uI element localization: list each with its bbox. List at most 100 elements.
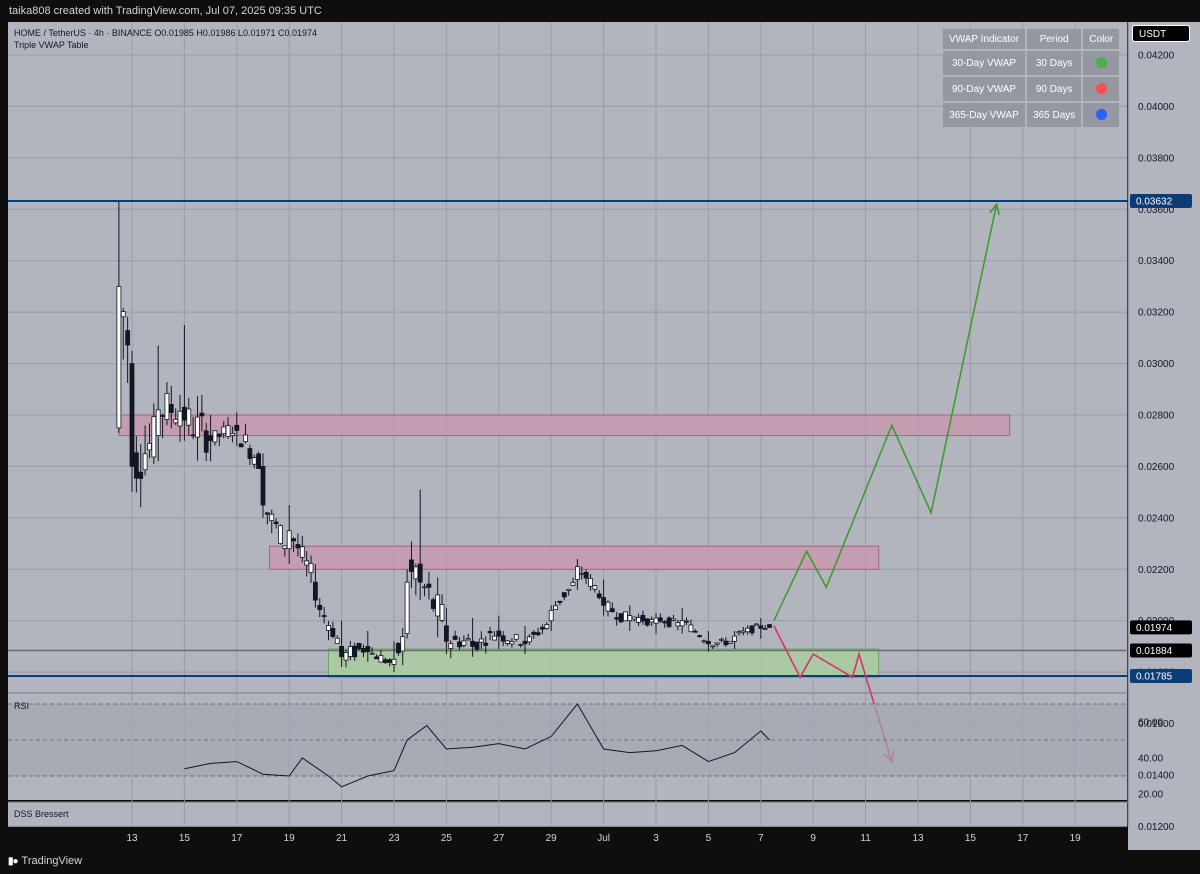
candle[interactable] [719, 637, 724, 643]
candle[interactable] [522, 625, 528, 655]
candle[interactable] [339, 620, 345, 667]
candle[interactable] [291, 537, 296, 553]
candle[interactable] [142, 425, 148, 476]
candle[interactable] [513, 633, 519, 642]
currency-selector[interactable]: USDT [1132, 25, 1190, 42]
candle[interactable] [120, 307, 126, 360]
candle[interactable] [487, 626, 493, 641]
candle[interactable] [500, 631, 506, 647]
candle[interactable] [767, 624, 772, 629]
candle[interactable] [706, 630, 711, 652]
candle[interactable] [596, 589, 602, 600]
candle[interactable] [692, 629, 698, 633]
candle[interactable] [133, 436, 139, 493]
candle[interactable] [609, 602, 615, 613]
candle[interactable] [492, 631, 497, 641]
bear-projection-path[interactable] [773, 625, 893, 763]
candle[interactable] [269, 509, 275, 534]
candle[interactable] [714, 642, 720, 647]
candle[interactable] [334, 635, 340, 644]
candle[interactable] [474, 641, 480, 652]
candle[interactable] [758, 618, 764, 639]
candle[interactable] [566, 588, 572, 596]
candle[interactable] [640, 610, 646, 625]
candle[interactable] [199, 394, 205, 432]
candle[interactable] [461, 635, 467, 648]
candle[interactable] [247, 444, 253, 466]
candle[interactable] [400, 628, 406, 666]
candle[interactable] [299, 535, 305, 563]
candle[interactable] [679, 607, 685, 634]
candle[interactable] [295, 533, 301, 557]
candle[interactable] [369, 647, 375, 655]
candle[interactable] [618, 613, 624, 624]
candle[interactable] [278, 524, 283, 545]
candle[interactable] [409, 541, 414, 588]
candle[interactable] [260, 453, 266, 518]
candle[interactable] [308, 555, 314, 583]
candle[interactable] [509, 638, 515, 648]
candle[interactable] [666, 616, 672, 629]
bull-projection-path[interactable] [773, 203, 998, 622]
candle[interactable] [588, 574, 593, 591]
candle[interactable] [417, 489, 423, 601]
candle[interactable] [592, 584, 598, 593]
resistance-zone[interactable] [269, 545, 880, 570]
candle[interactable] [535, 627, 541, 637]
candle[interactable] [356, 642, 362, 651]
candle[interactable] [273, 518, 279, 529]
candle[interactable] [710, 645, 716, 650]
candle[interactable] [583, 569, 589, 585]
candle[interactable] [195, 396, 200, 461]
candle[interactable] [732, 630, 737, 649]
candle[interactable] [203, 422, 209, 461]
candle[interactable] [426, 571, 432, 600]
candle[interactable] [326, 620, 331, 641]
candle[interactable] [116, 201, 122, 433]
candle[interactable] [312, 564, 318, 608]
candle[interactable] [570, 577, 576, 587]
candle[interactable] [553, 600, 558, 610]
candle[interactable] [243, 423, 248, 444]
candle[interactable] [478, 631, 484, 650]
candle[interactable] [238, 442, 244, 448]
candle[interactable] [352, 642, 358, 661]
candle[interactable] [754, 622, 759, 626]
candle[interactable] [186, 398, 192, 436]
candle[interactable] [216, 433, 222, 447]
candle[interactable] [256, 451, 262, 469]
support-zone[interactable] [328, 648, 880, 678]
candle[interactable] [404, 569, 410, 639]
candle[interactable] [304, 551, 310, 577]
candle[interactable] [688, 619, 694, 633]
candle[interactable] [452, 630, 458, 640]
rsi-line[interactable] [184, 703, 770, 788]
candle[interactable] [671, 614, 676, 622]
candle[interactable] [601, 579, 606, 616]
candle[interactable] [727, 641, 733, 645]
candle[interactable] [465, 633, 471, 641]
candle[interactable] [151, 403, 157, 464]
candle[interactable] [365, 630, 371, 662]
candle[interactable] [548, 605, 554, 631]
candle[interactable] [129, 350, 135, 493]
candle[interactable] [155, 345, 161, 462]
resistance-zone[interactable] [118, 414, 1011, 437]
candle[interactable] [317, 598, 323, 618]
candle[interactable] [234, 412, 240, 446]
candle[interactable] [526, 634, 532, 645]
candle[interactable] [561, 592, 567, 601]
candle[interactable] [125, 316, 131, 384]
candle[interactable] [697, 634, 703, 638]
candle[interactable] [443, 607, 449, 655]
candle[interactable] [168, 385, 174, 429]
candle[interactable] [391, 641, 397, 673]
candle[interactable] [483, 636, 489, 654]
candle[interactable] [230, 426, 235, 443]
candle[interactable] [684, 617, 689, 626]
candle[interactable] [657, 613, 663, 624]
candle[interactable] [439, 594, 445, 623]
candle[interactable] [496, 615, 502, 649]
candle[interactable] [544, 622, 550, 630]
